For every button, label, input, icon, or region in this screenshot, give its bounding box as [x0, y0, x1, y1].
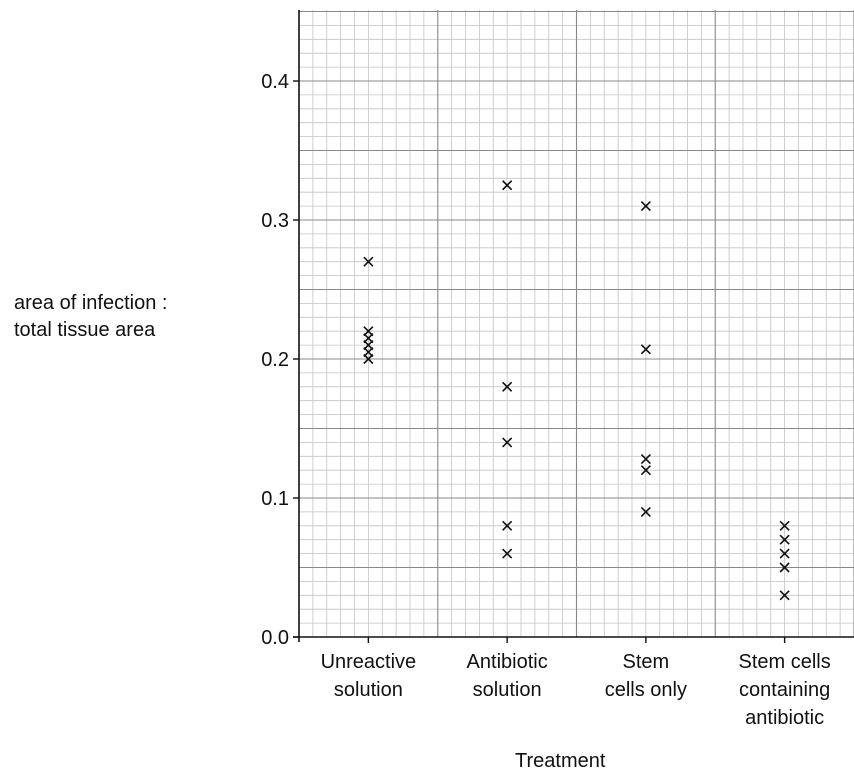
y-axis-label-line-1: area of infection :: [14, 292, 168, 314]
data-point: [502, 437, 513, 448]
data-point: [779, 534, 790, 545]
data-point: [779, 590, 790, 601]
y-axis-label-line-2: total tissue area: [14, 319, 156, 341]
data-markers: [363, 180, 790, 601]
marker-stroke: [640, 344, 651, 355]
marker-stroke: [502, 381, 513, 392]
y-tick-label: 0.3: [261, 210, 289, 232]
minor-grid: [299, 10, 854, 637]
x-category-label: containing: [739, 679, 830, 701]
marker-stroke: [363, 256, 374, 267]
major-grid: [299, 10, 854, 637]
marker-stroke: [363, 353, 374, 365]
marker-stroke: [779, 534, 790, 545]
axes: [293, 10, 854, 642]
data-point: [502, 548, 513, 559]
y-tick-label: 0.4: [261, 71, 289, 93]
marker-stroke: [779, 590, 790, 601]
x-category-label: Stem: [623, 651, 670, 673]
marker-stroke: [502, 520, 513, 531]
x-category-label: antibiotic: [745, 707, 824, 729]
marker-stroke: [779, 562, 790, 573]
y-axis-ticks: 0.0 0.1 0.2 0.3 0.4: [261, 71, 299, 649]
y-axis-label: area of infection : total tissue area: [14, 290, 167, 344]
marker-stroke: [502, 548, 513, 559]
y-tick-label: 0.2: [261, 349, 289, 371]
x-category-label: Stem cells: [739, 651, 831, 673]
marker-stroke: [640, 465, 651, 476]
data-point: [779, 548, 790, 559]
x-axis-label: Treatment: [515, 750, 606, 772]
data-point: [640, 201, 651, 212]
marker-stroke: [640, 201, 651, 212]
marker-stroke: [779, 548, 790, 559]
data-point: [640, 506, 651, 517]
y-tick-label: 0.0: [261, 627, 289, 649]
data-point: [779, 520, 790, 531]
data-point: [363, 353, 374, 365]
x-category-label: cells only: [605, 679, 687, 701]
data-point: [363, 256, 374, 267]
data-point: [640, 465, 651, 476]
x-category-label: solution: [473, 679, 542, 701]
marker-stroke: [640, 506, 651, 517]
x-category-label: Antibiotic: [467, 651, 548, 673]
x-category-label: solution: [334, 679, 403, 701]
data-point: [779, 562, 790, 573]
data-point: [502, 180, 513, 191]
x-axis-categories: Unreactive solution Antibiotic solution Stem…: [321, 637, 831, 729]
marker-stroke: [640, 454, 651, 465]
data-point: [640, 344, 651, 355]
data-point: [502, 520, 513, 531]
marker-stroke: [502, 437, 513, 448]
data-point: [502, 381, 513, 392]
y-tick-label: 0.1: [261, 488, 289, 510]
marker-stroke: [502, 180, 513, 191]
data-point: [640, 454, 651, 465]
marker-stroke: [779, 520, 790, 531]
x-category-label: Unreactive: [321, 651, 417, 673]
